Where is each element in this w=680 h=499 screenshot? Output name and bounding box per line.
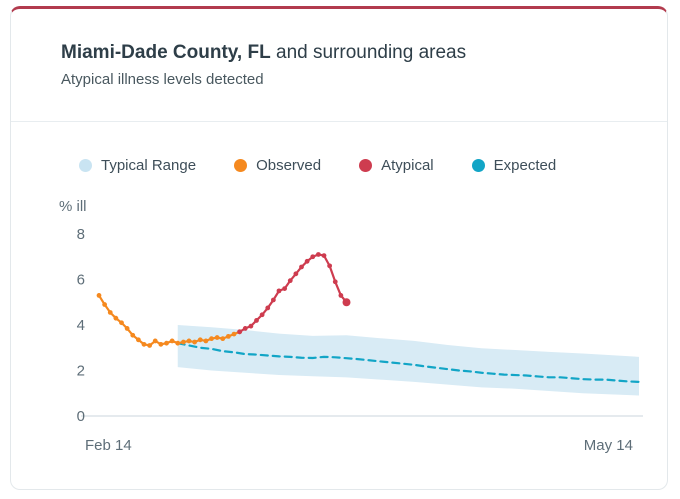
title-suffix: and surrounding areas [270, 42, 467, 63]
illness-trend-chart: 0 2 4 6 8 Feb 14 May 14 [77, 226, 643, 454]
svg-text:Feb 14: Feb 14 [85, 437, 132, 454]
header-divider [11, 121, 667, 122]
illness-card: Miami-Dade County, FL and surrounding ar… [10, 6, 668, 490]
svg-text:0: 0 [77, 408, 85, 425]
card-header: Miami-Dade County, FL and surrounding ar… [11, 9, 667, 89]
atypical-swatch-icon [359, 158, 373, 172]
status-subtitle: Atypical illness levels detected [61, 71, 264, 88]
location-name: Miami-Dade County, FL [61, 42, 271, 63]
observed-swatch-icon [234, 158, 248, 172]
svg-text:4: 4 [77, 317, 85, 334]
svg-text:May 14: May 14 [584, 437, 633, 454]
legend-label: Observed [256, 156, 322, 174]
page-title: Miami-Dade County, FL and surrounding ar… [61, 41, 617, 65]
legend-item-typical-range: Typical Range [79, 157, 196, 174]
chart-section: Typical Range Observed Atypical Expected… [11, 122, 667, 462]
expected-swatch-icon [471, 158, 485, 172]
legend-item-observed: Observed [234, 157, 321, 174]
chart-legend: Typical Range Observed Atypical Expected [79, 156, 653, 174]
typical-range-swatch-icon [79, 158, 92, 172]
svg-text:2: 2 [77, 363, 85, 380]
svg-text:8: 8 [77, 226, 85, 243]
y-axis-label: % ill [59, 198, 87, 215]
legend-item-atypical: Atypical [359, 157, 434, 174]
svg-text:6: 6 [77, 272, 85, 289]
legend-label: Expected [493, 156, 557, 174]
legend-label: Typical Range [101, 156, 197, 174]
legend-label: Atypical [381, 156, 434, 174]
legend-item-expected: Expected [471, 156, 557, 174]
